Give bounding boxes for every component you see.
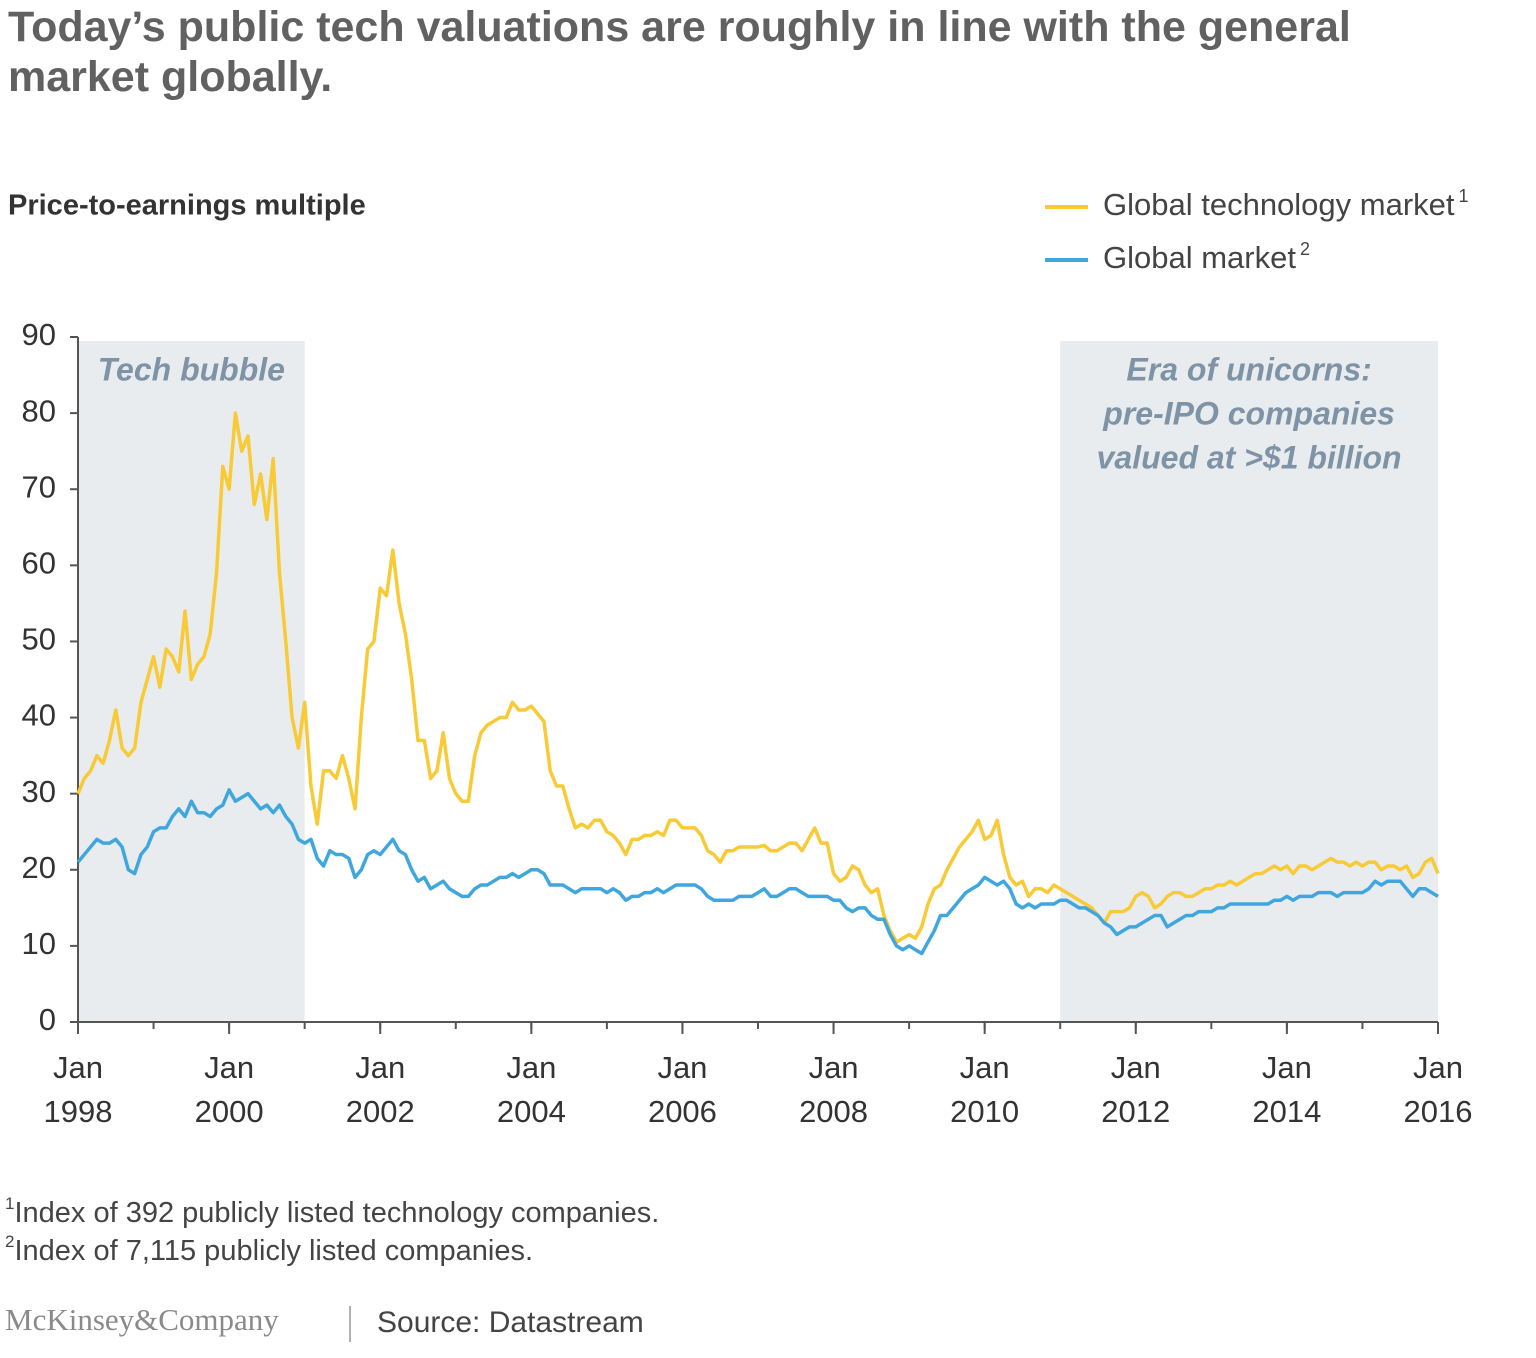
x-tick-label: Jan 2006 (648, 1050, 717, 1129)
source: Source: Datastream (377, 1306, 644, 1339)
footnote-marker: 2 (5, 1232, 14, 1251)
y-tick-label: 50 (22, 622, 56, 657)
legend-name: Global market (1103, 240, 1296, 275)
period-label: valued at >$1 billion (1097, 439, 1402, 475)
y-tick-label: 90 (22, 317, 56, 352)
legend-footnote-ref: 1 (1459, 186, 1469, 206)
x-tick-label: Jan 2016 (1404, 1050, 1473, 1129)
period-label: Tech bubble (98, 351, 285, 387)
y-tick-label: 70 (22, 469, 56, 504)
y-axis-title: Price-to-earnings multiple (8, 190, 366, 222)
series-line (76, 788, 1439, 956)
x-tick-label: Jan 2000 (195, 1050, 264, 1129)
x-tick-label: Jan 2008 (799, 1050, 868, 1129)
x-tick-label: Jan 2012 (1101, 1050, 1170, 1129)
legend-label: Global technology market 1 (1103, 186, 1469, 222)
y-tick-label: 80 (22, 393, 56, 428)
y-tick-label: 20 (22, 850, 56, 885)
footnote-text: Index of 7,115 publicly listed companies… (14, 1235, 533, 1267)
chart-title: Today’s public tech valuations are rough… (8, 3, 1351, 101)
x-tick-label: Jan 1998 (44, 1050, 113, 1129)
period-label: pre-IPO companies (1102, 395, 1395, 431)
legend-name: Global technology market (1103, 187, 1455, 222)
y-tick-label: 10 (22, 926, 56, 961)
x-tick-label: Jan 2014 (1252, 1050, 1321, 1129)
y-tick-label: 30 (22, 774, 56, 809)
y-tick-label: 40 (22, 698, 56, 733)
series-line (76, 411, 1440, 944)
legend-label: Global market 2 (1103, 239, 1310, 275)
x-tick-label: Jan 2004 (497, 1050, 566, 1129)
footnote-text: Index of 392 publicly listed technology … (14, 1197, 659, 1229)
x-tick-label: Jan 2010 (950, 1050, 1019, 1129)
footnote: 2Index of 7,115 publicly listed companie… (5, 1232, 533, 1266)
footnote-marker: 1 (5, 1194, 14, 1213)
shaded-period (78, 341, 305, 1022)
period-label: Era of unicorns: (1126, 351, 1371, 387)
y-tick-label: 0 (39, 1002, 56, 1037)
brand: McKinsey&Company (5, 1302, 279, 1337)
x-tick-label: Jan 2002 (346, 1050, 415, 1129)
legend-footnote-ref: 2 (1300, 239, 1310, 259)
y-tick-label: 60 (22, 546, 56, 581)
shaded-period (1060, 341, 1438, 1022)
footnote: 1Index of 392 publicly listed technology… (5, 1194, 659, 1228)
